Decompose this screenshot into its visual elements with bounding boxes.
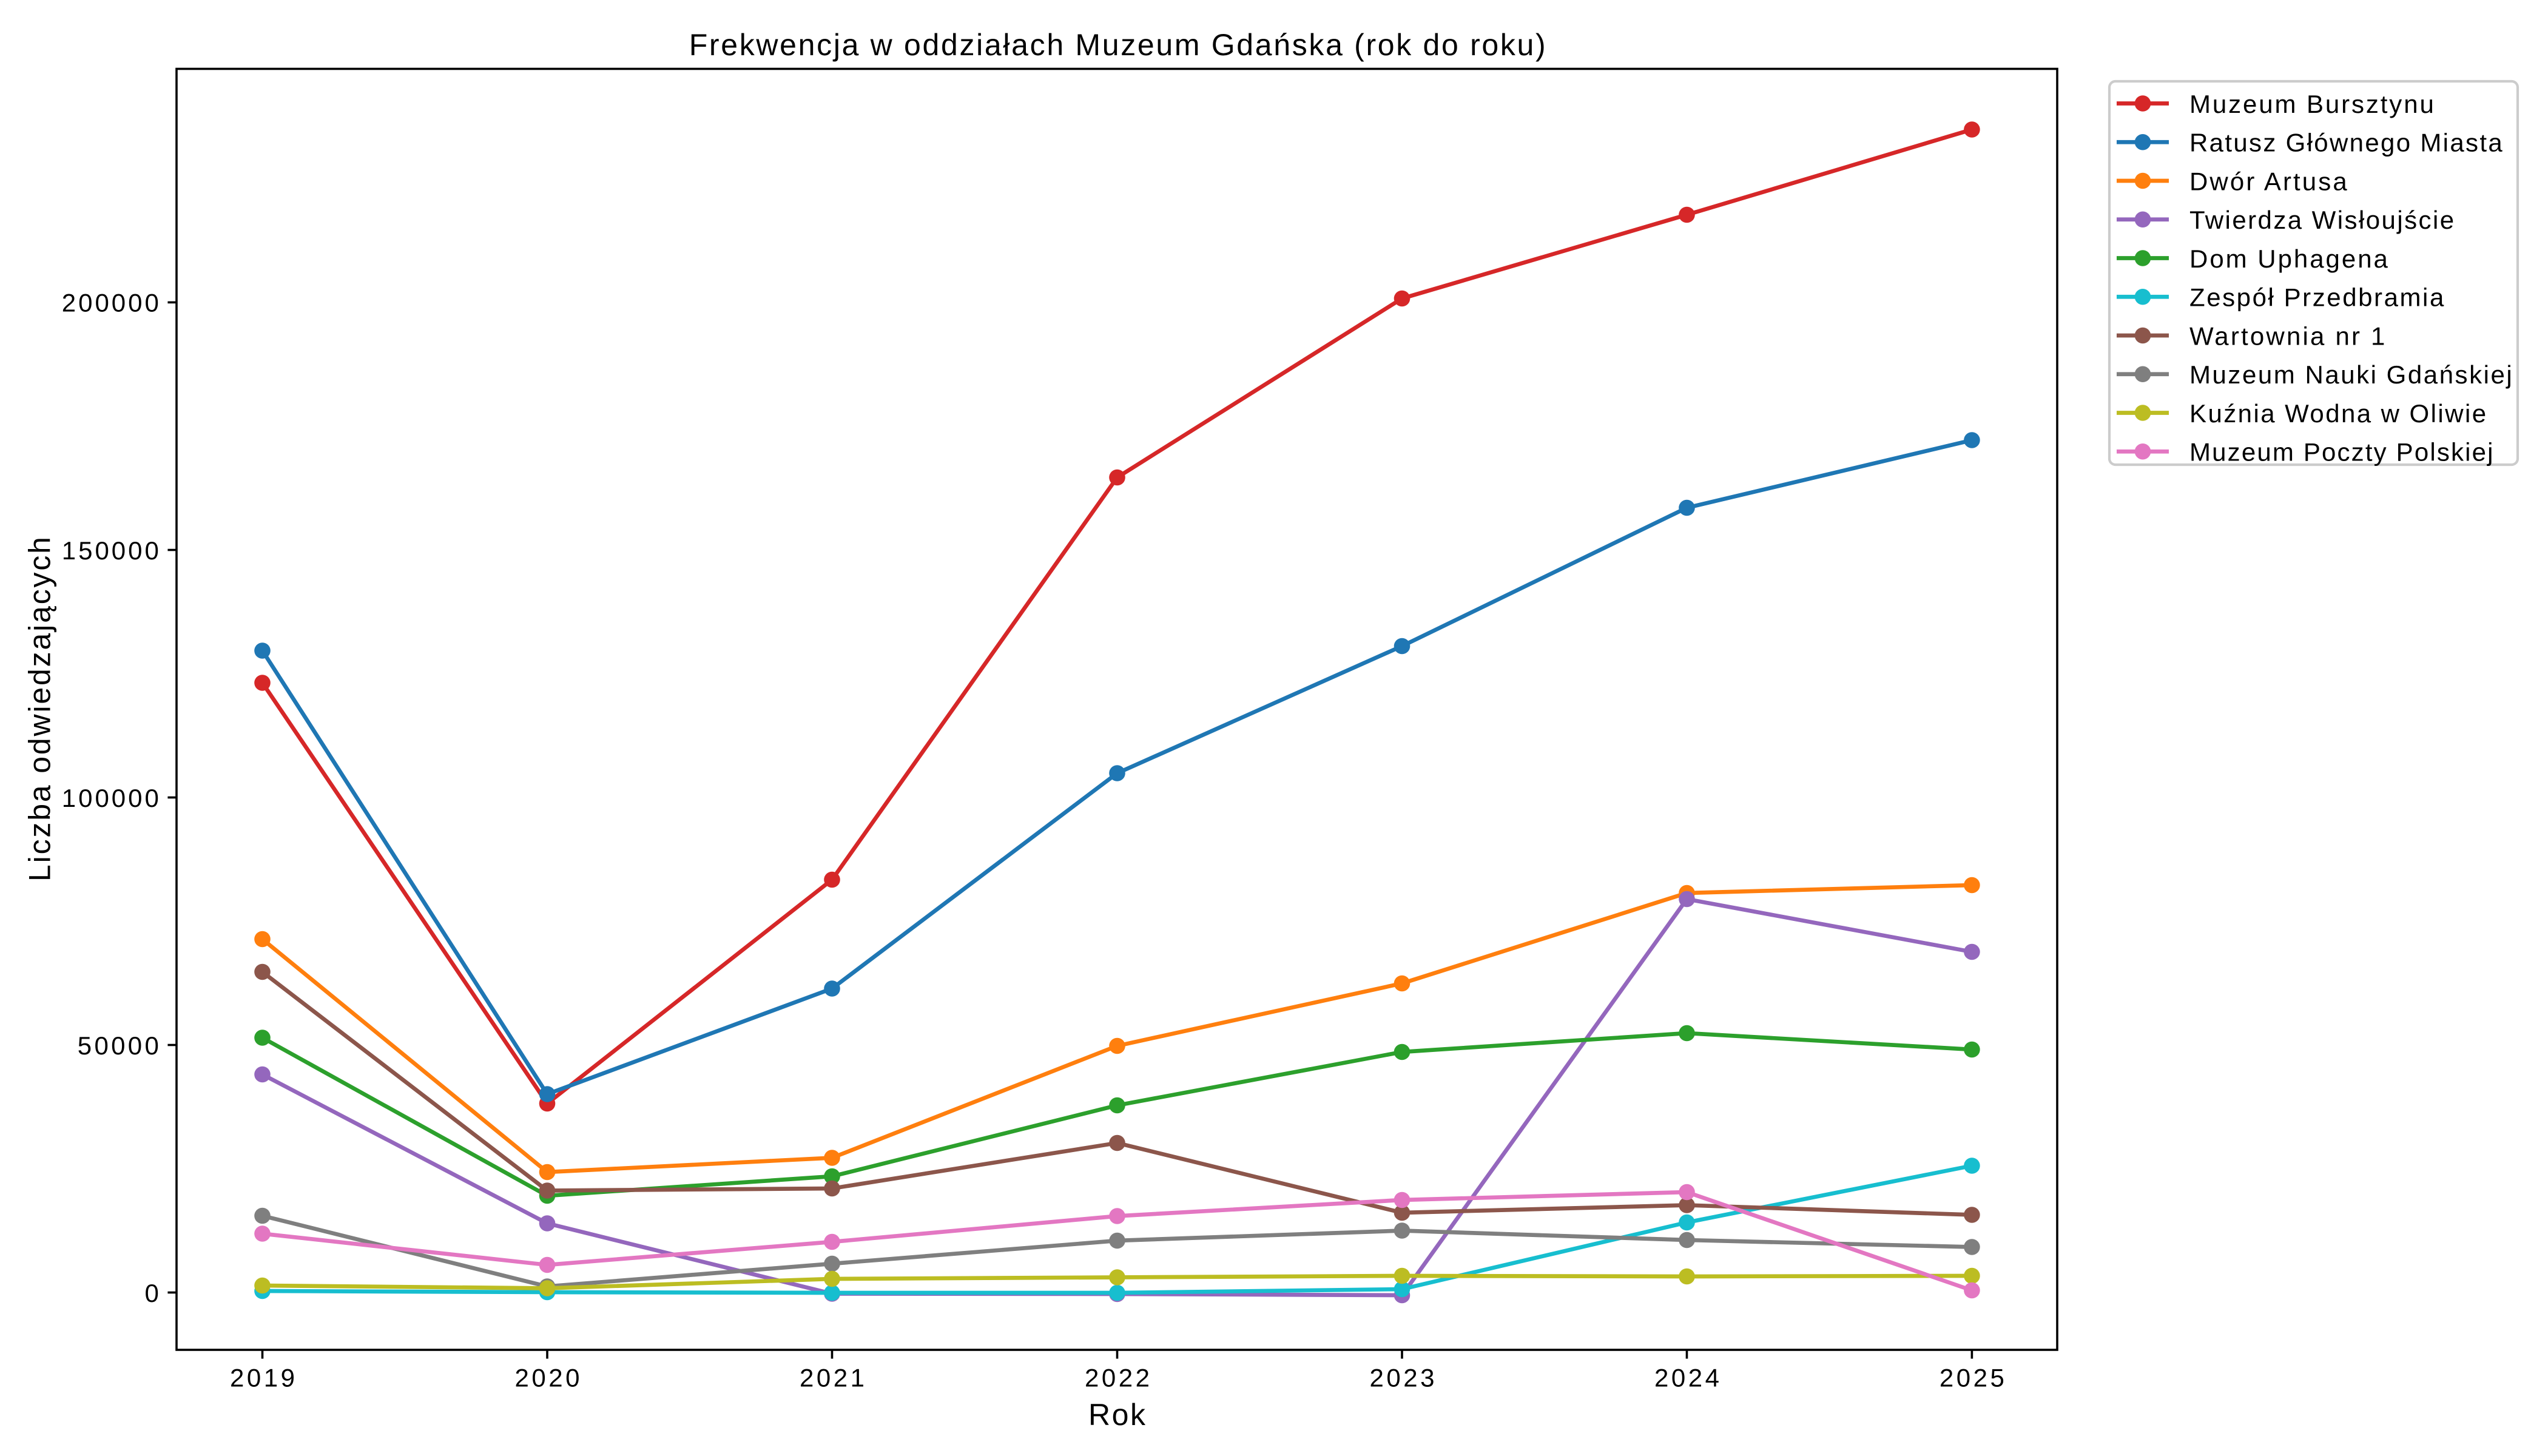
svg-text:Kuźnia Wodna w Oliwie: Kuźnia Wodna w Oliwie — [2189, 399, 2486, 428]
svg-text:Twierdza Wisłoujście: Twierdza Wisłoujście — [2189, 206, 2454, 234]
svg-text:Muzeum Poczty Polskiej: Muzeum Poczty Polskiej — [2189, 438, 2493, 467]
svg-text:0: 0 — [144, 1279, 158, 1307]
svg-text:Wartownia nr 1: Wartownia nr 1 — [2189, 322, 2385, 350]
svg-text:Dom Uphagena: Dom Uphagena — [2189, 244, 2388, 273]
svg-text:Liczba odwiedzających: Liczba odwiedzających — [23, 537, 57, 881]
svg-text:Dwór Artusa: Dwór Artusa — [2189, 167, 2347, 195]
svg-text:Muzeum Bursztynu: Muzeum Bursztynu — [2189, 90, 2434, 118]
svg-text:Zespół Przedbramia: Zespół Przedbramia — [2189, 283, 2444, 312]
svg-text:Muzeum Nauki Gdańskiej: Muzeum Nauki Gdańskiej — [2189, 360, 2512, 389]
svg-text:50000: 50000 — [78, 1031, 159, 1060]
svg-text:Frekwencja w oddziałach Muzeum: Frekwencja w oddziałach Muzeum Gdańska (… — [689, 28, 1546, 62]
svg-text:Ratusz Głównego Miasta: Ratusz Głównego Miasta — [2189, 129, 2502, 157]
svg-text:Rok: Rok — [1088, 1398, 1146, 1432]
